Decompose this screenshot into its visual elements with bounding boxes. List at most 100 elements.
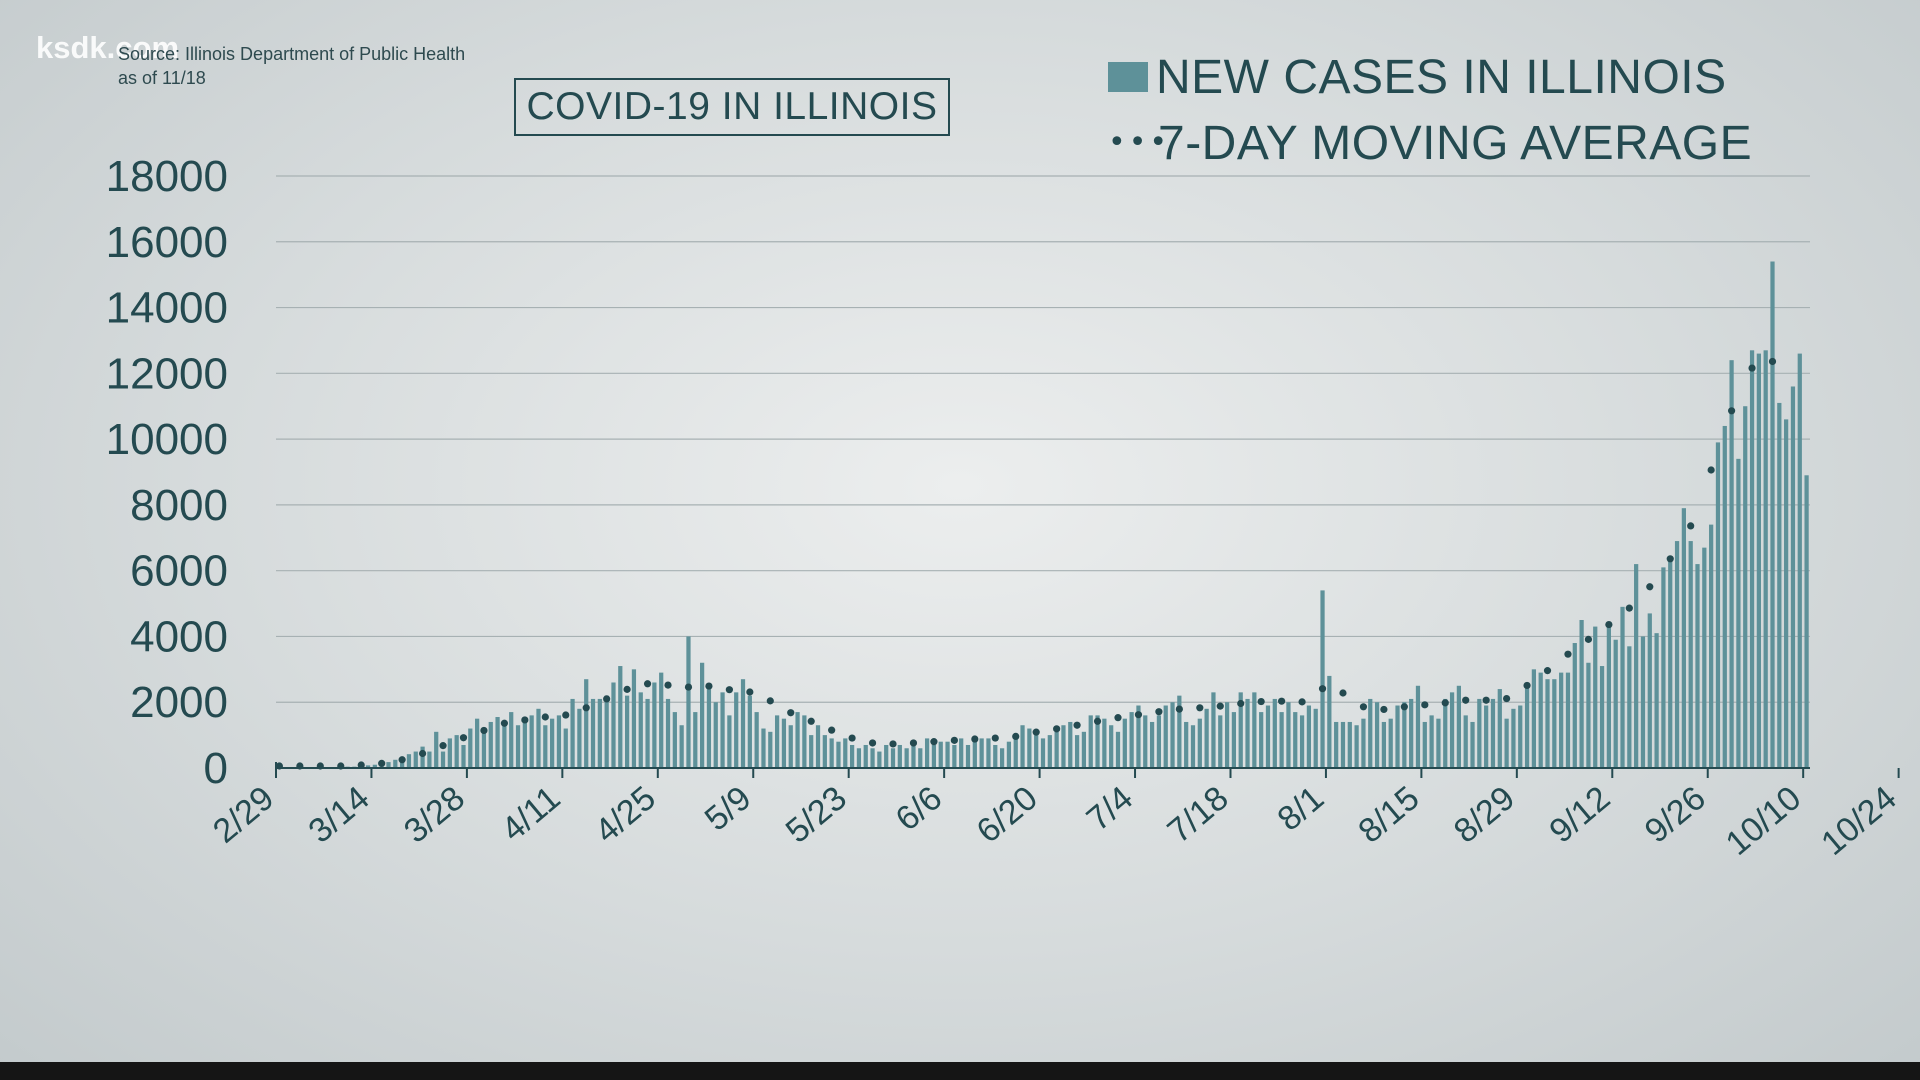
average-point <box>950 736 958 744</box>
bar <box>488 721 493 768</box>
bar <box>529 715 534 768</box>
bar <box>863 744 868 768</box>
bar <box>904 748 909 768</box>
average-point <box>1503 694 1511 703</box>
average-point <box>398 756 406 764</box>
bar <box>1402 702 1407 768</box>
bar <box>1265 705 1271 768</box>
bar <box>590 698 596 768</box>
source-note: Source: Illinois Department of Public He… <box>118 42 465 90</box>
average-point <box>1482 696 1490 704</box>
average-point <box>909 739 918 747</box>
average-point <box>500 719 508 727</box>
bar <box>1654 633 1659 768</box>
bar <box>713 702 718 768</box>
bar <box>427 751 432 768</box>
bar <box>1320 590 1325 768</box>
bar <box>1524 682 1530 768</box>
average-point <box>1707 466 1715 474</box>
bar <box>481 728 487 768</box>
average-point <box>1114 714 1122 722</box>
bar <box>1395 705 1400 768</box>
bar <box>1552 679 1557 768</box>
bar <box>986 738 991 768</box>
bar <box>829 738 834 768</box>
bar <box>1272 698 1277 768</box>
average-point <box>1318 685 1327 693</box>
bar <box>1245 698 1250 768</box>
bar <box>365 765 371 768</box>
x-tick-label: 4/25 <box>588 779 663 851</box>
bar-series <box>345 261 1809 768</box>
average-point <box>562 711 570 719</box>
bar <box>999 748 1005 768</box>
bar <box>938 741 943 768</box>
bar <box>1490 698 1496 768</box>
average-point <box>746 688 754 696</box>
bar <box>509 712 514 768</box>
x-tick-label: 8/15 <box>1351 779 1426 851</box>
bar <box>993 744 998 768</box>
bar <box>638 692 643 768</box>
average-point <box>705 682 713 690</box>
bar <box>495 717 500 768</box>
y-tick-label: 18000 <box>106 152 228 201</box>
bar <box>706 689 712 768</box>
bar <box>563 728 568 768</box>
bar <box>911 744 916 768</box>
bar <box>781 718 787 768</box>
bar <box>1334 721 1339 768</box>
bar <box>1340 721 1346 768</box>
average-point <box>1687 522 1695 530</box>
average-point <box>1646 583 1654 591</box>
bar <box>1163 705 1168 768</box>
average-point <box>1605 620 1613 629</box>
bar <box>1743 406 1748 768</box>
bar <box>1777 402 1782 768</box>
average-point <box>480 726 488 735</box>
bar <box>1381 721 1387 768</box>
x-tick-label: 3/28 <box>397 779 472 851</box>
bar <box>965 744 971 768</box>
legend-item-average: ••• 7-DAY MOVING AVERAGE <box>1108 110 1752 176</box>
legend-average-label: 7-DAY MOVING AVERAGE <box>1158 116 1753 170</box>
bar <box>1784 419 1789 768</box>
y-tick-label: 8000 <box>130 481 228 530</box>
bar <box>1606 626 1611 768</box>
bar <box>1231 712 1237 768</box>
bar <box>924 738 930 768</box>
bar <box>754 712 759 768</box>
average-point <box>1073 721 1081 729</box>
bar <box>761 728 766 768</box>
average-point <box>889 740 897 748</box>
x-tick-label: 5/9 <box>698 779 759 838</box>
bar <box>625 695 630 768</box>
bar <box>1436 718 1441 768</box>
average-point <box>521 716 529 724</box>
average-point <box>603 695 611 703</box>
bar <box>1143 715 1148 768</box>
bar <box>815 725 821 768</box>
average-point <box>787 709 795 717</box>
bar <box>1470 721 1475 768</box>
bar <box>413 751 418 768</box>
legend: NEW CASES IN ILLINOIS ••• 7-DAY MOVING A… <box>1108 44 1752 176</box>
bar <box>570 698 575 768</box>
bar <box>372 764 377 768</box>
bar <box>461 744 466 768</box>
bar <box>1559 672 1564 768</box>
gridlines <box>276 175 1810 703</box>
bar <box>645 698 650 768</box>
bar <box>1293 712 1298 768</box>
bar <box>1224 702 1230 768</box>
x-tick-label: 9/12 <box>1542 779 1617 851</box>
bar <box>1306 705 1312 768</box>
bar <box>1620 606 1625 768</box>
bar <box>945 741 950 768</box>
bar <box>1579 620 1584 768</box>
bar <box>972 741 977 768</box>
bar <box>1565 672 1571 768</box>
bar <box>1661 567 1666 768</box>
bar <box>1238 692 1243 768</box>
bar <box>836 741 841 768</box>
